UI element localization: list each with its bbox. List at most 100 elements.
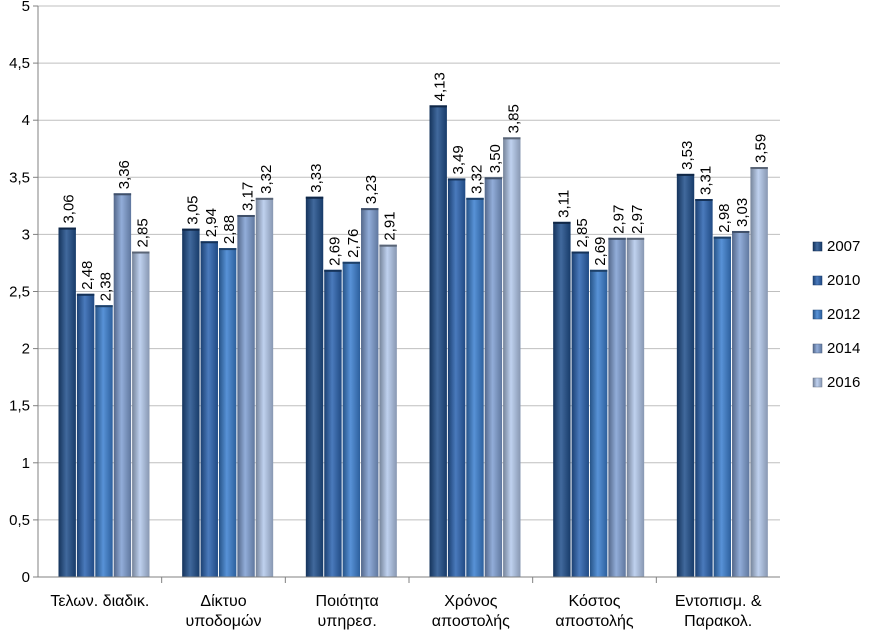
bar-top-edge — [466, 197, 484, 200]
data-label: 2,69 — [592, 237, 609, 266]
bar-2010 — [324, 269, 342, 577]
data-label: 3,17 — [240, 182, 257, 211]
data-label: 2,97 — [611, 205, 628, 234]
data-label: 3,53 — [679, 141, 696, 170]
bar-top-edge — [484, 177, 503, 180]
data-label: 3,85 — [505, 104, 522, 133]
bar-top-edge — [429, 105, 447, 108]
gridlines — [38, 5, 780, 521]
bar-2012 — [95, 305, 113, 577]
data-label: 3,05 — [184, 195, 201, 224]
bar-2012 — [589, 269, 608, 577]
category-label: Ποιότητα — [316, 593, 379, 610]
legend-label: 2014 — [827, 340, 860, 357]
axes: 0 0,5 1 1,5 2 2,5 3 3,5 4 4,5 5 Τελων. διαδικ. Δίκτυ… — [9, 0, 780, 630]
y-tick-label: 3 — [22, 226, 30, 243]
legend-label: 2010 — [827, 272, 860, 289]
data-label: 3,03 — [734, 198, 751, 227]
legend-swatch — [812, 343, 823, 354]
data-label: 2,94 — [203, 208, 220, 237]
bar-2012 — [713, 236, 732, 577]
bar-2010 — [571, 251, 589, 577]
bar-2016 — [132, 251, 150, 577]
bar-top-edge — [237, 214, 255, 217]
bar-2014 — [732, 230, 750, 577]
bar-top-edge — [379, 244, 397, 247]
y-tick-label: 2,5 — [9, 284, 30, 301]
bar-top-edge — [218, 248, 237, 251]
category-label: Χρόνος — [444, 593, 498, 610]
y-tick-label: 5 — [22, 0, 30, 15]
bar-top-edge — [113, 193, 132, 196]
bar-2014 — [237, 214, 255, 577]
legend-swatch — [812, 241, 823, 252]
data-label: 3,33 — [308, 164, 325, 193]
data-label: 2,97 — [629, 205, 646, 234]
y-tick-label: 1 — [22, 455, 30, 472]
legend-swatch — [812, 309, 823, 320]
category-label: Δίκτυο — [200, 593, 246, 610]
bar-top-edge — [447, 178, 466, 181]
bar-top-edge — [361, 208, 379, 211]
y-tick-label: 3,5 — [9, 169, 30, 186]
bar-top-edge — [676, 173, 695, 176]
data-label: 3,11 — [555, 190, 572, 218]
legend-label: 2012 — [827, 306, 860, 323]
data-label: 3,32 — [469, 165, 486, 194]
bar-2007 — [58, 227, 76, 577]
bar-top-edge — [305, 196, 324, 199]
bar-top-edge — [553, 221, 571, 224]
legend-swatch — [812, 377, 823, 388]
data-label: 2,85 — [574, 218, 591, 247]
legend-label: 2007 — [827, 238, 860, 255]
data-label: 2,48 — [79, 261, 96, 290]
category-label: αποστολής — [432, 613, 510, 630]
bar-top-edge — [200, 241, 218, 244]
data-label: 3,49 — [450, 145, 467, 174]
bar-2007 — [429, 105, 447, 577]
bar-2007 — [553, 221, 571, 577]
bar-2007 — [305, 196, 324, 578]
bar-top-edge — [182, 228, 200, 231]
data-label: 2,76 — [345, 229, 362, 258]
bar-2014 — [608, 237, 626, 578]
bar-2016 — [503, 137, 521, 577]
data-label: 3,31 — [697, 166, 714, 195]
category-label: Παρακολ. — [684, 613, 752, 630]
data-label: 3,23 — [363, 175, 380, 204]
bar-top-edge — [132, 251, 150, 254]
category-label: υποδομών — [186, 613, 262, 630]
data-label: 3,50 — [487, 144, 504, 173]
data-label: 2,69 — [326, 237, 343, 266]
y-tick-label: 4,5 — [9, 55, 30, 72]
data-label: 3,06 — [61, 194, 78, 223]
bars — [58, 105, 768, 578]
legend-label: 2016 — [827, 374, 860, 391]
data-label: 2,91 — [382, 211, 399, 240]
bar-2007 — [676, 173, 695, 577]
bar-2014 — [361, 208, 379, 577]
bar-top-edge — [503, 137, 521, 140]
y-tick-label: 0 — [22, 569, 30, 586]
y-tick-label: 2 — [22, 341, 30, 358]
data-label: 3,32 — [258, 165, 275, 194]
data-label: 4,13 — [432, 72, 449, 101]
category-label: υπηρεσ. — [318, 613, 377, 630]
data-label: 2,98 — [716, 203, 733, 232]
bar-2012 — [466, 197, 484, 577]
bar-2016 — [255, 197, 274, 577]
bar-top-edge — [255, 197, 274, 200]
bar-top-edge — [589, 269, 608, 272]
bar-top-edge — [324, 269, 342, 272]
data-label: 2,88 — [221, 215, 238, 244]
bar-top-edge — [58, 227, 76, 230]
category-label: Τελων. διαδικ. — [50, 593, 149, 610]
bar-2016 — [379, 244, 397, 578]
data-labels: 3,062,48 2,383,362,853,05 2,94 2,883,173,32… — [61, 72, 770, 301]
bar-2016 — [750, 167, 768, 577]
bar-top-edge — [342, 261, 361, 264]
data-label: 2,85 — [134, 218, 151, 247]
y-tick-label: 4 — [22, 112, 30, 129]
